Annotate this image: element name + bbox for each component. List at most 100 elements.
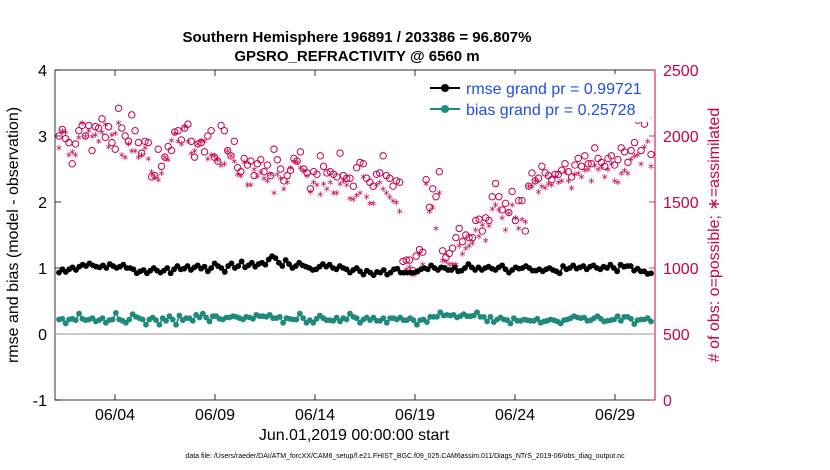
- assimilated-obs-point: *: [430, 203, 436, 217]
- possible-obs-point: [108, 138, 116, 147]
- bias-point: [196, 314, 203, 321]
- possible-obs-point: [260, 167, 268, 176]
- possible-obs-point: [515, 196, 523, 205]
- assimilated-obs-point: *: [373, 180, 379, 194]
- assimilated-obs-point: *: [155, 175, 161, 189]
- possible-obs-point: [197, 138, 205, 147]
- assimilated-obs-point: *: [278, 174, 284, 188]
- possible-obs-point: [137, 149, 146, 157]
- possible-obs-point: [600, 162, 609, 171]
- assimilated-obs-point: *: [585, 164, 591, 178]
- assimilated-obs-point: *: [641, 142, 647, 156]
- assimilated-obs-point: *: [572, 170, 578, 184]
- possible-obs-point: [151, 171, 159, 180]
- possible-obs-point: [405, 256, 414, 264]
- assimilated-obs-point: *: [512, 213, 518, 227]
- possible-obs-point: [472, 216, 480, 225]
- assimilated-obs-point: *: [588, 176, 594, 190]
- possible-obs-point: [419, 248, 427, 256]
- assimilated-obs-point: *: [645, 137, 651, 151]
- assimilated-obs-point: *: [509, 200, 515, 214]
- possible-obs-point: [346, 174, 354, 182]
- assimilated-obs-point: *: [63, 127, 69, 141]
- possible-obs-point: [111, 145, 119, 153]
- bias-point: [617, 317, 624, 324]
- assimilated-obs-point: *: [297, 163, 303, 177]
- possible-obs-point: [187, 137, 195, 145]
- possible-obs-point: [501, 199, 510, 208]
- assimilated-obs-point: *: [516, 224, 522, 238]
- possible-obs-point: [352, 163, 361, 172]
- assimilated-obs-point: *: [489, 204, 495, 218]
- rmse-point: [221, 269, 228, 275]
- rmse-point: [184, 263, 191, 269]
- rmse-point: [394, 265, 401, 272]
- assimilated-obs-point: *: [142, 143, 148, 157]
- assimilated-obs-point: *: [483, 236, 489, 250]
- x-tick-label: 06/24: [495, 407, 535, 424]
- chart-subtitle: GPSRO_REFRACTIVITY @ 6560 m: [234, 48, 479, 65]
- possible-obs-point: [147, 173, 156, 181]
- assimilated-obs-point: *: [456, 241, 462, 255]
- assimilated-obs-point: *: [99, 127, 105, 141]
- assimilated-obs-point: *: [532, 176, 538, 190]
- possible-obs-point: [412, 252, 420, 260]
- y-right-tick-label: 2000: [663, 129, 699, 146]
- rmse-point: [164, 265, 171, 271]
- rmse-point: [282, 257, 289, 263]
- bias-point: [189, 317, 196, 324]
- assimilated-obs-point: *: [565, 176, 571, 190]
- possible-obs-point: [293, 157, 301, 165]
- assimilated-obs-point: *: [96, 137, 102, 151]
- bias-point: [487, 313, 494, 320]
- possible-obs-point: [349, 182, 358, 190]
- bias-point: [280, 319, 286, 326]
- assimilated-obs-point: *: [562, 167, 568, 181]
- possible-obs-point: [495, 193, 503, 201]
- assimilated-obs-point: *: [367, 199, 373, 213]
- legend-rmse-label: rmse grand pr = 0.99721: [466, 81, 642, 98]
- possible-obs-point: [247, 157, 255, 165]
- assimilated-obs-point: *: [304, 171, 310, 185]
- possible-obs-point: [478, 227, 487, 235]
- possible-obs-point: [263, 161, 272, 169]
- assimilated-obs-point: *: [317, 189, 323, 203]
- assimilated-obs-point: *: [559, 176, 565, 190]
- y-right-tick-label: 2500: [663, 63, 699, 80]
- assimilated-obs-point: *: [301, 166, 307, 180]
- assimilated-obs-point: *: [592, 160, 598, 174]
- assimilated-obs-point: *: [579, 172, 585, 186]
- y-tick-label: 1: [38, 261, 47, 278]
- x-tick-label: 06/14: [295, 407, 335, 424]
- x-tick-label: 06/04: [95, 407, 135, 424]
- rmse-point: [462, 265, 468, 271]
- bias-point: [199, 310, 206, 317]
- legend-rmse-marker: [441, 84, 449, 92]
- possible-obs-point: [435, 167, 444, 176]
- assimilated-obs-point: *: [288, 163, 294, 177]
- assimilated-obs-point: *: [82, 131, 88, 145]
- possible-obs-point: [171, 128, 179, 136]
- bias-point: [534, 315, 541, 322]
- possible-obs-point: [75, 127, 83, 135]
- series-possible: [55, 104, 655, 275]
- rmse-point: [248, 259, 255, 266]
- possible-obs-point: [637, 146, 645, 155]
- assimilated-obs-point: *: [139, 150, 145, 164]
- bias-point: [156, 321, 163, 328]
- possible-obs-point: [91, 123, 100, 131]
- rmse-point: [272, 255, 279, 261]
- possible-obs-point: [266, 171, 275, 180]
- bias-point: [169, 316, 176, 323]
- bias-point: [173, 321, 179, 328]
- possible-obs-point: [422, 175, 430, 184]
- legend-bias-marker: [441, 105, 449, 113]
- assimilated-obs-point: *: [102, 119, 108, 133]
- bias-point: [176, 312, 183, 319]
- rmse-point: [614, 268, 621, 275]
- possible-obs-point: [157, 162, 166, 171]
- possible-obs-point: [58, 125, 67, 134]
- y-axis-right-label: # of obs: o=possible; ∗=assimilated: [706, 108, 723, 362]
- bias-point: [59, 315, 66, 322]
- assimilated-obs-point: *: [542, 183, 548, 197]
